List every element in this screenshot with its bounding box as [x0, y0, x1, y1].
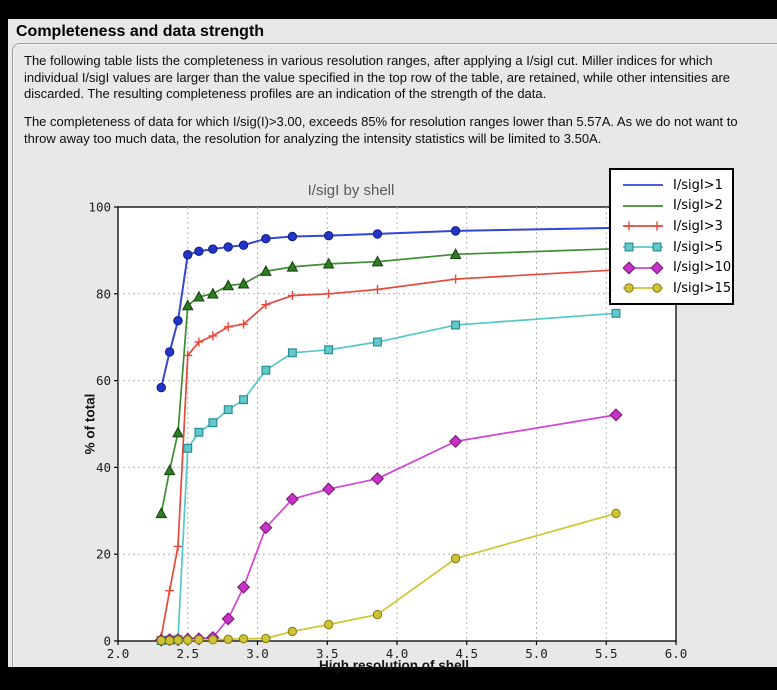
- legend-sample: [622, 261, 664, 275]
- legend-item-label: I/sigI>3: [673, 218, 723, 234]
- legend-item: I/sigI>2: [620, 196, 732, 217]
- legend-item: I/sigI>15: [620, 278, 732, 299]
- data-point: [624, 283, 634, 293]
- data-point: [624, 221, 634, 231]
- data-point: [650, 261, 664, 275]
- intro-paragraph-2: The completeness of data for which I/sig…: [24, 114, 738, 146]
- legend-item-label: I/sigI>2: [673, 198, 723, 214]
- legend-sample: [623, 283, 663, 293]
- legend-item: I/sigI>3: [620, 216, 732, 237]
- legend-item-label: I/sigI>5: [673, 239, 723, 255]
- data-point: [624, 242, 634, 252]
- x-axis-label: High resolution of shell: [318, 658, 470, 673]
- legend-item: I/sigI>10: [620, 257, 732, 278]
- content-panel: Completeness and data strength The follo…: [8, 19, 777, 667]
- legend-sample: [623, 221, 663, 231]
- legend-sample: [623, 184, 663, 187]
- data-point: [622, 261, 636, 275]
- legend-item-label: I/sigI>15: [673, 280, 732, 296]
- chart-legend: I/sigI>1 I/sigI>2 I/sigI>3 I/sigI>5 I/sigI>1…: [609, 168, 734, 305]
- legend-item-label: I/sigI>1: [673, 177, 723, 193]
- legend-item: I/sigI>5: [620, 237, 732, 258]
- data-point: [652, 221, 662, 231]
- legend-sample: [623, 242, 663, 252]
- data-point: [652, 283, 662, 293]
- data-point: [652, 242, 662, 252]
- y-axis-label: % of total: [82, 393, 98, 455]
- page-title: Completeness and data strength: [16, 23, 265, 40]
- section-box: [12, 43, 777, 667]
- legend-item: I/sigI>1: [620, 175, 732, 196]
- legend-sample: [623, 204, 663, 207]
- intro-paragraph-1: The following table lists the completene…: [24, 53, 731, 101]
- chart-title: I/sigI by shell: [307, 182, 395, 199]
- legend-item-label: I/sigI>10: [673, 260, 732, 276]
